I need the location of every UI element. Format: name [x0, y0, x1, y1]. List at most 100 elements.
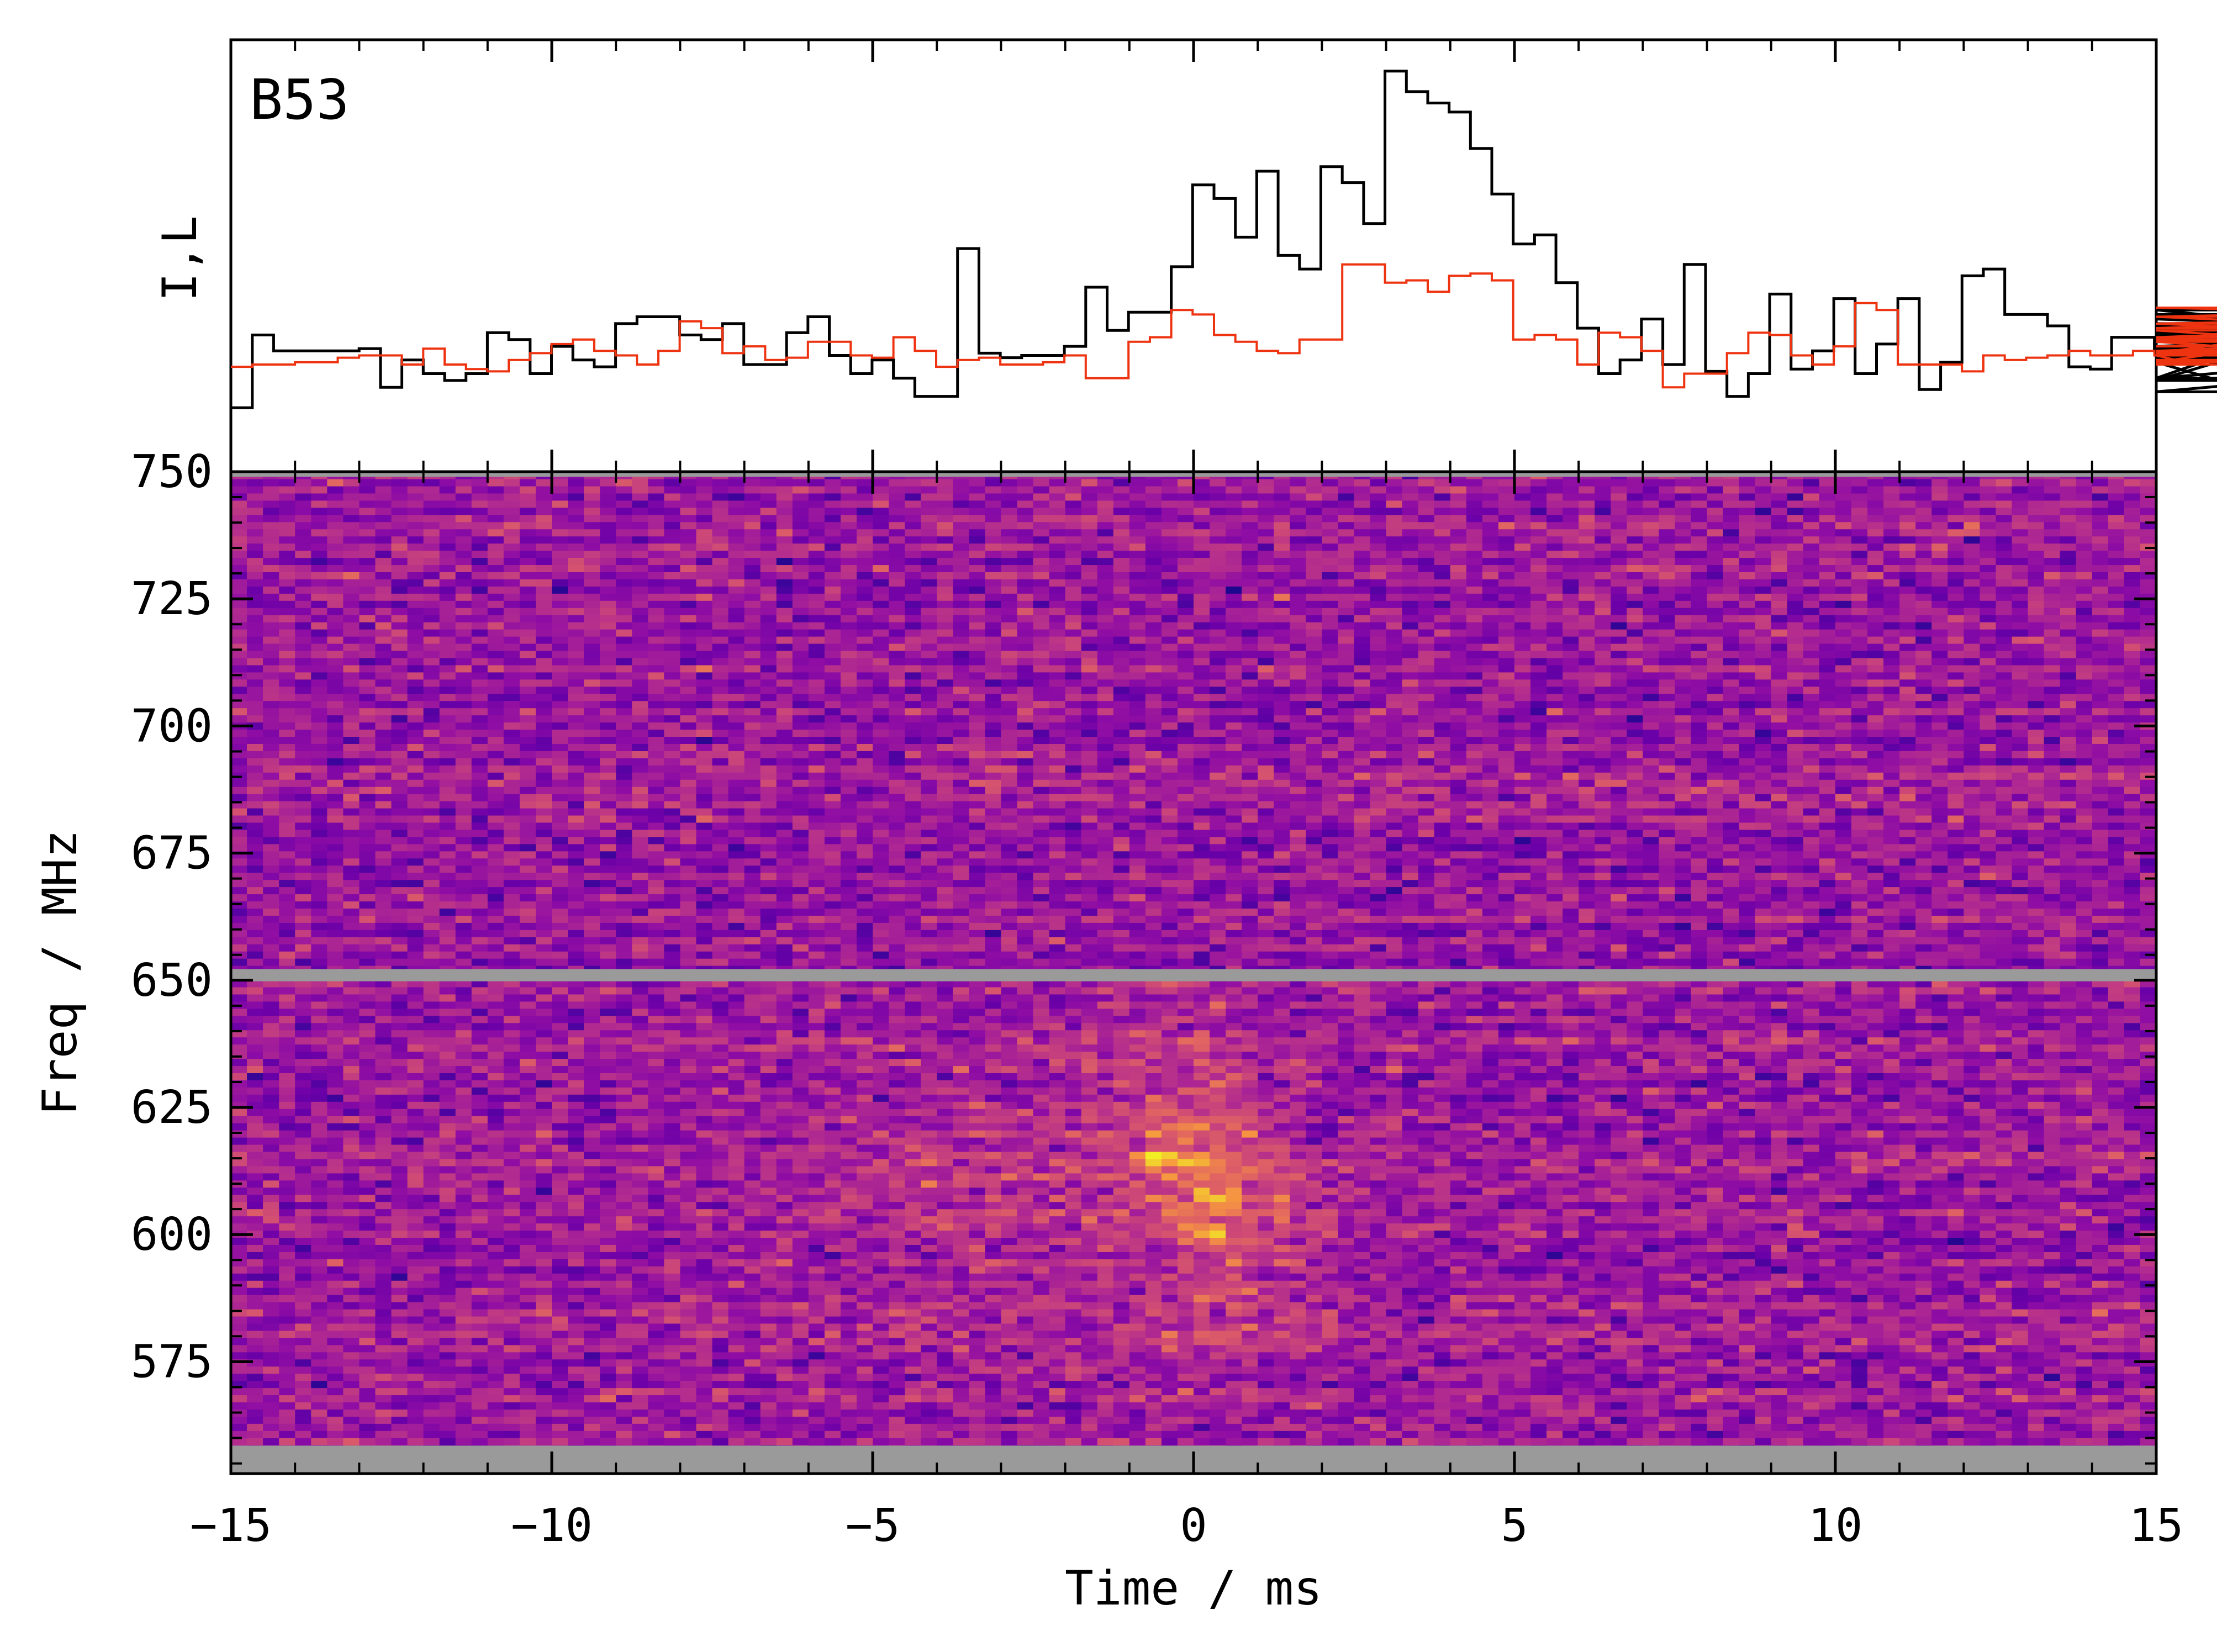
heatmap-cell — [2092, 1395, 2109, 1403]
heatmap-cell — [455, 1416, 472, 1424]
heatmap-cell — [1017, 1330, 1034, 1338]
heatmap-cell — [1851, 1280, 1868, 1288]
heatmap-cell — [1675, 1337, 1692, 1345]
heatmap-cell — [840, 1280, 857, 1288]
heatmap-cell — [2124, 1402, 2141, 1410]
heatmap-cell — [279, 1423, 295, 1431]
heatmap-cell — [2028, 1431, 2045, 1438]
heatmap-cell — [1418, 1194, 1435, 1202]
heatmap-cell — [905, 1316, 921, 1324]
heatmap-cell — [279, 1302, 295, 1310]
heatmap-cell — [1563, 1373, 1579, 1381]
heatmap-cell — [1290, 1337, 1306, 1345]
heatmap-cell — [1980, 1387, 1997, 1396]
heatmap-cell — [1659, 1244, 1676, 1252]
heatmap-cell — [776, 1387, 793, 1396]
heatmap-cell — [840, 1416, 857, 1424]
heatmap-cell — [712, 1380, 729, 1389]
heatmap-cell — [969, 1208, 985, 1217]
heatmap-cell — [439, 1316, 456, 1324]
heatmap-cell — [1980, 1273, 1997, 1281]
heatmap-cell — [696, 1280, 713, 1288]
heatmap-cell — [552, 1180, 568, 1188]
heatmap-cell — [471, 1230, 488, 1238]
heatmap-cell — [1739, 1302, 1756, 1310]
heatmap-cell — [953, 1395, 969, 1403]
heatmap-cell — [1579, 1337, 1595, 1345]
heatmap-cell — [953, 1409, 969, 1417]
heatmap-cell — [535, 1173, 552, 1181]
heatmap-cell — [1338, 1201, 1355, 1210]
heatmap-cell — [231, 1316, 247, 1324]
heatmap-cell — [616, 1359, 632, 1367]
heatmap-cell — [1386, 1266, 1403, 1274]
heatmap-cell — [1145, 1173, 1162, 1181]
heatmap-cell — [953, 1230, 969, 1238]
heatmap-cell — [423, 1223, 440, 1231]
heatmap-cell — [2044, 1316, 2061, 1324]
heatmap-cell — [1915, 1409, 1932, 1417]
heatmap-cell — [1017, 1173, 1034, 1181]
heatmap-cell — [696, 1323, 713, 1331]
heatmap-cell — [1563, 1402, 1579, 1410]
heatmap-cell — [616, 1431, 632, 1438]
heatmap-cell — [1563, 1359, 1579, 1367]
heatmap-cell — [1338, 1416, 1355, 1424]
heatmap-cell — [1771, 1431, 1788, 1438]
heatmap-cell — [311, 1431, 328, 1438]
heatmap-cell — [680, 1273, 697, 1281]
heatmap-cell — [1546, 1344, 1563, 1353]
heatmap-cell — [953, 1308, 969, 1317]
heatmap-cell — [1835, 1438, 1852, 1445]
heatmap-cell — [535, 1395, 552, 1403]
heatmap-cell — [600, 1287, 616, 1295]
heatmap-cell — [1498, 1337, 1515, 1345]
heatmap-cell — [407, 1337, 424, 1345]
heatmap-cell — [776, 1323, 793, 1331]
heatmap-cell — [760, 1266, 777, 1274]
heatmap-cell — [1097, 1295, 1114, 1302]
heatmap-cell — [985, 1337, 1001, 1345]
heatmap-cell — [1434, 1230, 1451, 1238]
heatmap-cell — [1033, 1244, 1050, 1252]
heatmap-cell — [343, 1387, 360, 1396]
heatmap-cell — [1033, 1308, 1050, 1317]
heatmap-cell — [696, 1409, 713, 1417]
heatmap-cell — [1370, 1431, 1387, 1438]
heatmap-cell — [1065, 1295, 1082, 1302]
heatmap-cell — [1322, 1316, 1339, 1324]
heatmap-cell — [1290, 1438, 1306, 1445]
heatmap-cell — [1819, 1230, 1836, 1238]
heatmap-cell — [712, 1244, 729, 1252]
heatmap-cell — [1097, 1187, 1114, 1195]
heatmap-cell — [792, 1431, 809, 1438]
heatmap-cell — [359, 1273, 376, 1281]
heatmap-cell — [455, 1223, 472, 1231]
heatmap-cell — [744, 1287, 761, 1295]
heatmap-cell — [1803, 1187, 1820, 1195]
heatmap-cell — [1627, 1287, 1643, 1295]
heatmap-cell — [1145, 1266, 1162, 1274]
heatmap-cell — [439, 1216, 456, 1224]
heatmap-cell — [1402, 1431, 1419, 1438]
heatmap-cell — [1402, 1223, 1419, 1231]
heatmap-cell — [1579, 1208, 1595, 1217]
heatmap-cell — [2108, 1431, 2125, 1438]
heatmap-cell — [471, 1208, 488, 1217]
heatmap-cell — [471, 1330, 488, 1338]
heatmap-cell — [2092, 1359, 2109, 1367]
heatmap-cell — [552, 1302, 568, 1310]
heatmap-cell — [1065, 1244, 1082, 1252]
heatmap-cell — [776, 1344, 793, 1353]
heatmap-cell — [680, 1366, 697, 1374]
heatmap-cell — [889, 1308, 905, 1317]
heatmap-cell — [712, 1208, 729, 1217]
heatmap-cell — [1915, 1395, 1932, 1403]
heatmap-cell — [1851, 1387, 1868, 1396]
heatmap-cell — [343, 1173, 360, 1181]
heatmap-cell — [1675, 1431, 1692, 1438]
heatmap-cell — [295, 1223, 312, 1231]
heatmap-cell — [1867, 1273, 1884, 1281]
heatmap-cell — [2044, 1180, 2061, 1188]
heatmap-cell — [744, 1244, 761, 1252]
